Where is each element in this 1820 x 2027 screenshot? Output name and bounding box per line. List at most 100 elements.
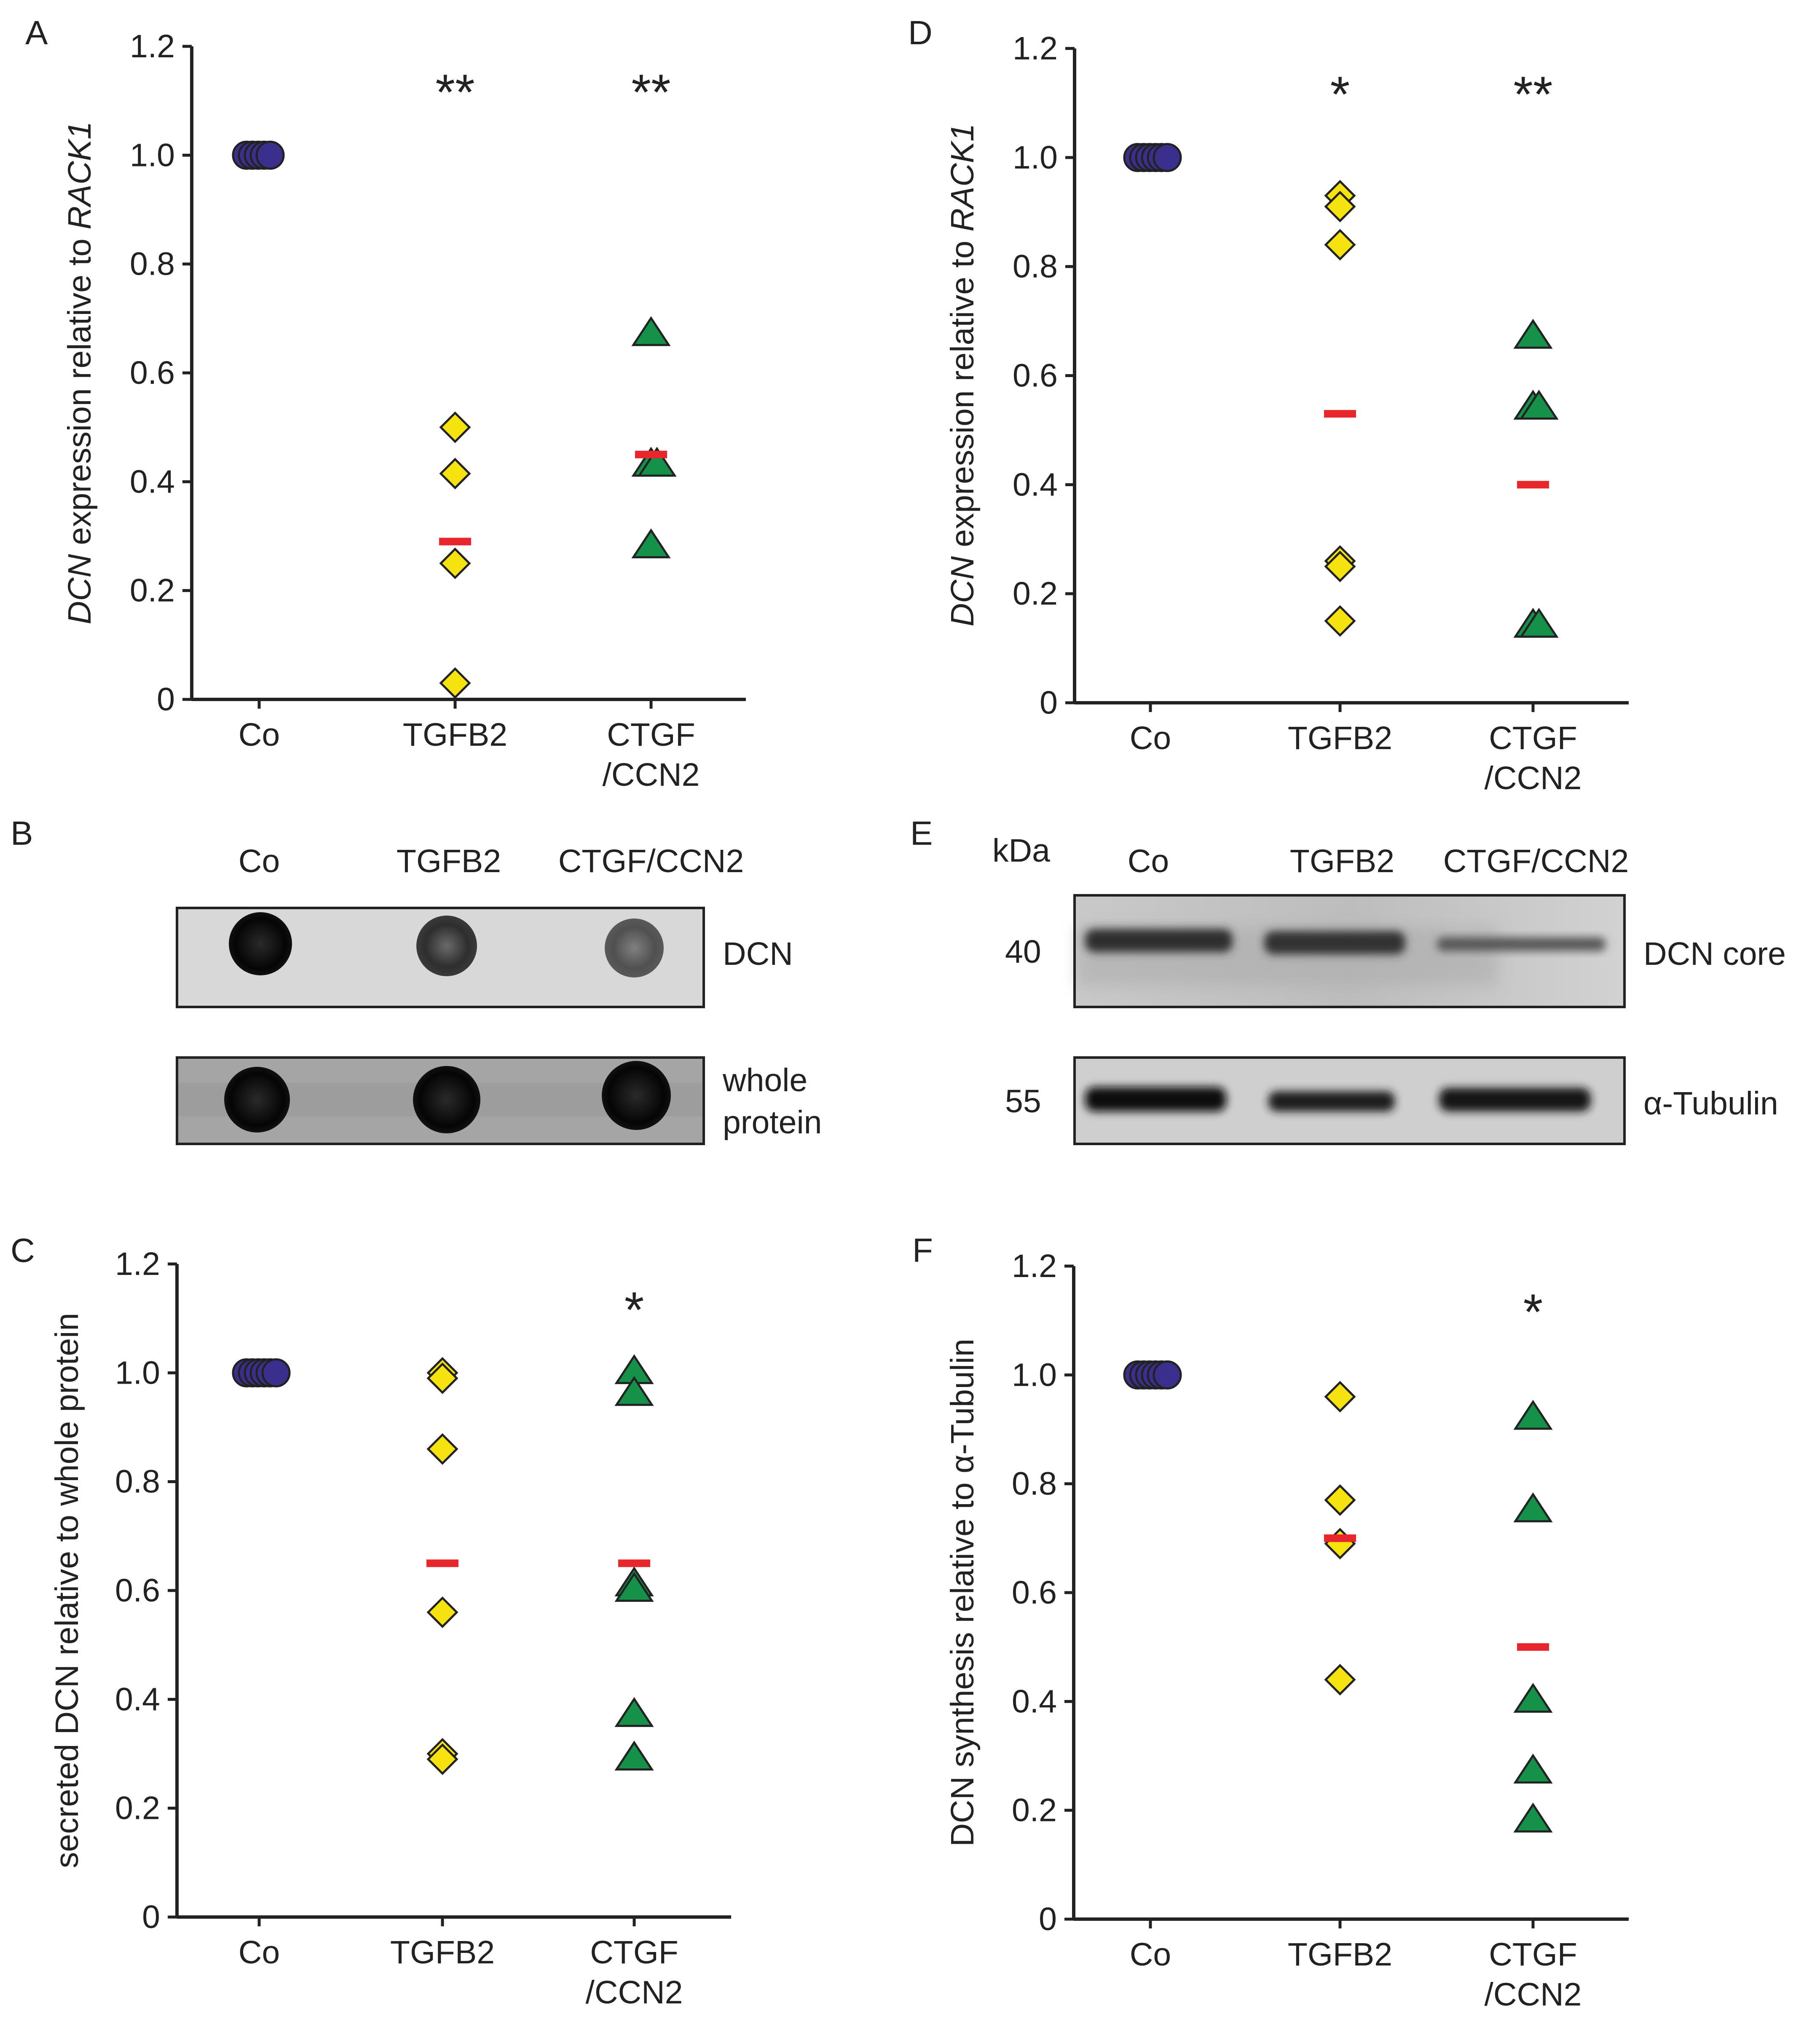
x-category-label: /CCN2 (1484, 1976, 1581, 2013)
blot-b-row-whole-protein: whole protein (722, 1062, 822, 1141)
y-tick-label: 0.6 (1013, 358, 1058, 394)
y-tick-label: 0.6 (1012, 1574, 1057, 1611)
x-category-label: Co (1130, 1936, 1171, 1973)
blot-e-marker-40: 40 (1005, 934, 1041, 970)
y-axis-label: DCN expression relative to RACK1 (62, 121, 98, 624)
y-tick-label: 1.2 (115, 1246, 160, 1282)
blot-e-lane-ctgf: CTGF/CCN2 (1443, 843, 1629, 879)
band-tubulin-ctgf (1439, 1088, 1591, 1111)
data-point-triangle (1513, 1754, 1553, 1784)
x-category-label: TGFB2 (1288, 720, 1392, 756)
y-tick-label: 1.0 (1013, 139, 1058, 176)
western-frame-tubulin (1073, 1056, 1626, 1145)
blot-e-marker-55: 55 (1005, 1083, 1041, 1119)
western-blot-panel-e: E kDa Co TGFB2 CTGF/CCN2 40 DCN core 55 … (910, 814, 1786, 1145)
data-point-diamond (439, 411, 471, 443)
y-tick-label: 0.8 (115, 1464, 160, 1500)
y-tick-label: 0.4 (1013, 466, 1058, 503)
y-tick-label: 0.2 (115, 1790, 160, 1826)
x-category-label: TGFB2 (1288, 1936, 1392, 1973)
data-point-triangle (1513, 1492, 1553, 1523)
data-point-diamond (439, 667, 471, 699)
y-tick-label: 0 (157, 681, 175, 718)
dot-blot-frame-whole (176, 1056, 705, 1145)
x-category-label: TGFB2 (390, 1934, 495, 1971)
data-point-triangle (1513, 1683, 1553, 1713)
x-category-label: CTGF (1489, 1936, 1577, 1973)
data-point-triangle (1519, 389, 1559, 420)
y-tick-label: 0.2 (130, 573, 175, 609)
y-axis-label: secreted DCN relative to whole protein (49, 1313, 85, 1868)
data-point-diamond (1324, 190, 1356, 222)
x-category-label: Co (239, 717, 280, 753)
data-point-diamond (1324, 1381, 1356, 1413)
band-dcn-tgfb2 (1264, 931, 1405, 954)
significance-mark: * (1523, 1284, 1543, 1340)
y-tick-label: 1.0 (130, 137, 175, 173)
blot-e-row-alpha-tubulin: α-Tubulin (1643, 1085, 1778, 1122)
blot-e-kda-label: kDa (992, 833, 1050, 869)
dot-tgfb2-dcn (416, 916, 477, 976)
y-tick-label: 0.2 (1013, 576, 1058, 612)
data-point-triangle (614, 1697, 654, 1727)
y-axis-label: DCN synthesis relative to α-Tubulin (944, 1339, 981, 1847)
blot-b-lane-ctgf: CTGF/CCN2 (558, 843, 744, 879)
data-point-circle (1153, 143, 1182, 172)
blot-b-row-dcn: DCN (723, 936, 793, 972)
y-tick-label: 0.8 (130, 246, 175, 282)
panel-letter-c: C (11, 1232, 35, 1269)
y-tick-label: 0.8 (1012, 1466, 1057, 1502)
data-point-triangle (614, 1740, 654, 1771)
dot-co-dcn (229, 912, 292, 975)
data-point-triangle (631, 528, 671, 559)
significance-mark: ** (1513, 66, 1552, 123)
data-point-triangle (1513, 319, 1553, 349)
band-dcn-co (1085, 929, 1233, 952)
data-point-triangle (631, 316, 671, 346)
significance-mark: * (625, 1282, 644, 1338)
data-point-triangle (637, 447, 677, 477)
data-point-diamond (439, 547, 471, 579)
data-point-diamond (1324, 1664, 1356, 1696)
data-point-diamond (1324, 229, 1356, 261)
y-tick-label: 0.2 (1012, 1792, 1057, 1829)
data-point-diamond (1324, 1528, 1356, 1560)
western-frame-dcn (1073, 894, 1626, 1008)
panel-letter-f: F (912, 1232, 933, 1269)
dot-blot-panel-b: B Co TGFB2 CTGF/CCN2 DCN whole protein (11, 814, 822, 1145)
y-axis-label: DCN expression relative to RACK1 (944, 123, 981, 627)
panel-letter-b: B (11, 814, 33, 852)
x-category-label: /CCN2 (585, 1974, 683, 2011)
data-point-diamond (426, 1362, 458, 1394)
y-tick-label: 0.6 (130, 355, 175, 391)
significance-mark: ** (631, 64, 670, 120)
blot-b-lane-co: Co (239, 843, 280, 879)
significance-mark: * (1330, 66, 1350, 123)
data-point-diamond (1324, 1484, 1356, 1516)
band-tubulin-co (1085, 1087, 1226, 1111)
blot-e-row-dcn-core: DCN core (1643, 936, 1786, 972)
y-tick-label: 0.4 (115, 1681, 160, 1717)
y-tick-label: 1.2 (1013, 30, 1058, 67)
panel-letter-d: D (908, 14, 933, 51)
y-tick-label: 1.2 (130, 28, 175, 64)
chart-panel-f: F 0 0.2 0.4 0.6 0.8 1.0 1.2 Co TGFB2 CTGF/CCN2 DCN… (912, 1232, 1629, 2013)
x-category-label: /CCN2 (602, 757, 700, 793)
band-dcn-ctgf (1437, 937, 1606, 951)
data-point-circle (255, 140, 285, 170)
x-category-label: CTGF (1489, 720, 1577, 756)
x-category-label: Co (1130, 720, 1171, 756)
x-category-label: Co (239, 1934, 280, 1971)
data-point-triangle (1519, 608, 1559, 638)
data-point-triangle (614, 1572, 654, 1602)
blot-e-lane-co: Co (1128, 843, 1169, 879)
data-point-triangle (1513, 1802, 1553, 1833)
y-tick-label: 0.8 (1013, 249, 1058, 285)
x-category-label: /CCN2 (1484, 760, 1581, 796)
data-point-diamond (1324, 550, 1356, 582)
dot-ctgf-whole (602, 1061, 671, 1130)
chart-panel-c: C 0 0.2 0.4 0.6 0.8 1.0 1.2 Co TGFB2 CTGF/CCN2 sec… (11, 1232, 731, 2011)
y-tick-label: 1.2 (1012, 1248, 1057, 1284)
chart-panel-a: A 0 0.2 0.4 0.6 0.8 1.0 1.2 Co TGFB2 CTGF/CCN2 DCN… (25, 14, 746, 793)
y-tick-label: 0 (142, 1899, 160, 1935)
